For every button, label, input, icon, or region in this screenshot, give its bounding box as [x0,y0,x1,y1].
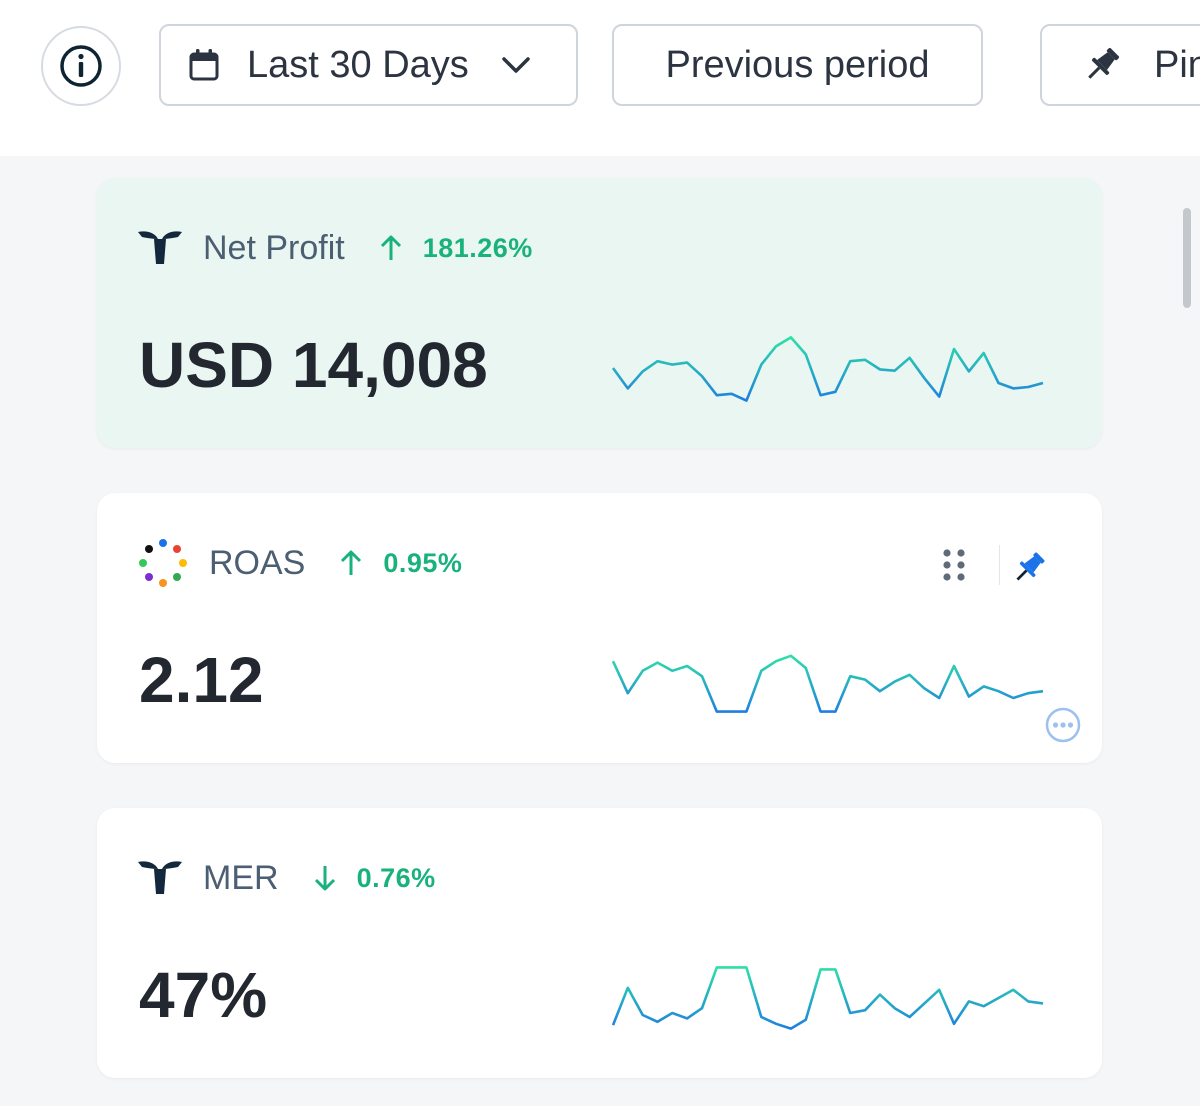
arrow-up-icon [341,550,362,575]
chevron-down-icon [501,56,531,74]
info-icon [60,45,102,87]
arrow-down-icon [314,866,335,891]
metric-change: 181.26% [379,233,533,264]
metric-card-net-profit[interactable]: Net Profit 181.26% USD 14,008 [97,178,1102,448]
multi-source-logo-icon [137,537,189,589]
pin-button[interactable]: Pin [1040,24,1200,106]
metric-name: Net Profit [203,228,345,267]
drag-handle-icon[interactable] [942,548,966,582]
metric-change: 0.76% [313,863,436,894]
metric-name: MER [203,858,279,897]
triple-whale-logo-icon [137,860,183,896]
sparkline-roas [612,654,1044,713]
metric-value: 2.12 [139,644,264,716]
sparkline-line [612,966,1044,1030]
metric-value: USD 14,008 [139,329,488,401]
sparkline-net-profit [612,336,1044,402]
metric-change-value: 0.76% [356,862,436,893]
date-range-label: Last 30 Days [247,43,469,86]
divider [999,545,1000,585]
metric-value: 47% [139,959,268,1031]
scrollbar-thumb[interactable] [1183,208,1191,308]
toolbar: Last 30 Days Previous period Pin [0,0,1200,156]
more-options-icon[interactable] [1044,706,1082,744]
compare-period-button[interactable]: Previous period [612,24,983,106]
metric-card-mer[interactable]: MER 0.76% 47% [97,808,1102,1078]
sparkline-line [612,654,1044,713]
compare-period-label: Previous period [665,43,930,86]
info-button[interactable] [41,26,121,106]
sparkline-line [612,336,1044,402]
metric-change-value: 0.95% [383,547,463,578]
arrow-up-icon [380,235,401,260]
metric-change: 0.95% [339,548,462,579]
pin-icon [1080,43,1124,87]
date-range-select[interactable]: Last 30 Days [159,24,578,106]
sparkline-mer [612,966,1044,1030]
metric-name: ROAS [209,543,306,582]
pin-label: Pin [1154,43,1200,86]
calendar-icon [189,49,219,81]
metric-change-value: 181.26% [422,232,533,263]
metric-card-roas[interactable]: ROAS 0.95% 2.12 [97,493,1102,763]
triple-whale-logo-icon [137,230,183,266]
pin-icon[interactable] [1009,548,1049,588]
